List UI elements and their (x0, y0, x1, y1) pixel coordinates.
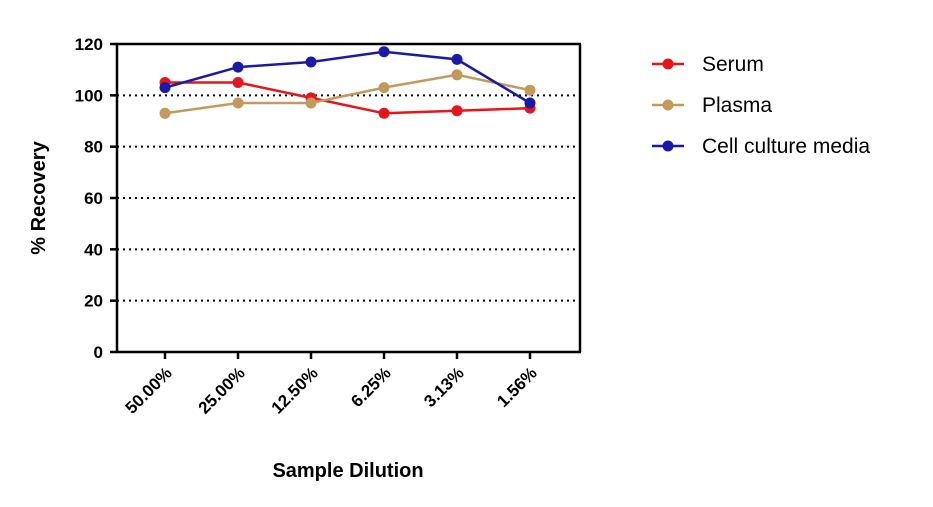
series-plasma (159, 69, 536, 119)
x-axis-title: Sample Dilution (272, 460, 423, 482)
data-point (232, 97, 244, 109)
legend-label: Serum (702, 53, 764, 76)
data-point (305, 97, 317, 109)
data-point (524, 97, 536, 109)
y-tick-label: 40 (84, 240, 103, 259)
data-point (305, 56, 317, 68)
data-point (451, 69, 463, 81)
series-line (164, 50, 531, 105)
legend-item: Plasma (652, 94, 772, 117)
data-point (524, 84, 536, 96)
legend-label: Cell culture media (702, 135, 870, 158)
data-point (159, 82, 171, 94)
data-point (378, 46, 390, 58)
y-tick-label: 120 (75, 35, 103, 54)
data-point (232, 77, 244, 88)
y-tick-label: 0 (94, 343, 103, 362)
series-layer (159, 46, 536, 119)
x-tick-label: 25.00% (195, 363, 249, 417)
x-axis-ticks: 50.00% 25.00% 12.50% 6.25% 3.13% 1.56% (122, 352, 541, 418)
y-axis-ticks: 0 20 40 60 80 100 120 (75, 35, 117, 362)
legend-swatch-marker (662, 99, 674, 111)
y-tick-label: 80 (84, 138, 103, 157)
data-point (451, 53, 463, 65)
data-point (451, 105, 463, 117)
legend-swatch-marker (662, 140, 674, 152)
legend-item: Cell culture media (652, 135, 870, 158)
data-point (159, 107, 171, 119)
legend-label: Plasma (702, 94, 772, 117)
grid-lines (117, 94, 580, 302)
x-tick-label: 1.56% (493, 363, 541, 411)
x-tick-label: 6.25% (347, 363, 395, 411)
data-point (378, 107, 390, 119)
legend: Serum Plasma Cell culture media (652, 53, 870, 158)
y-tick-label: 60 (84, 189, 103, 208)
x-tick-label: 3.13% (420, 363, 468, 411)
legend-item: Serum (652, 53, 764, 76)
y-tick-label: 100 (75, 86, 103, 105)
x-tick-label: 50.00% (122, 363, 176, 417)
axes (115, 42, 582, 354)
series-line (164, 73, 531, 115)
series-serum (159, 77, 536, 119)
data-point (232, 61, 244, 73)
series-line (165, 81, 531, 115)
y-tick-label: 20 (84, 292, 103, 311)
series-cell-culture-media (159, 46, 536, 109)
y-axis-title: % Recovery (28, 140, 50, 254)
data-point (378, 82, 390, 94)
legend-swatch-marker (662, 58, 674, 70)
x-tick-label: 12.50% (268, 363, 322, 417)
